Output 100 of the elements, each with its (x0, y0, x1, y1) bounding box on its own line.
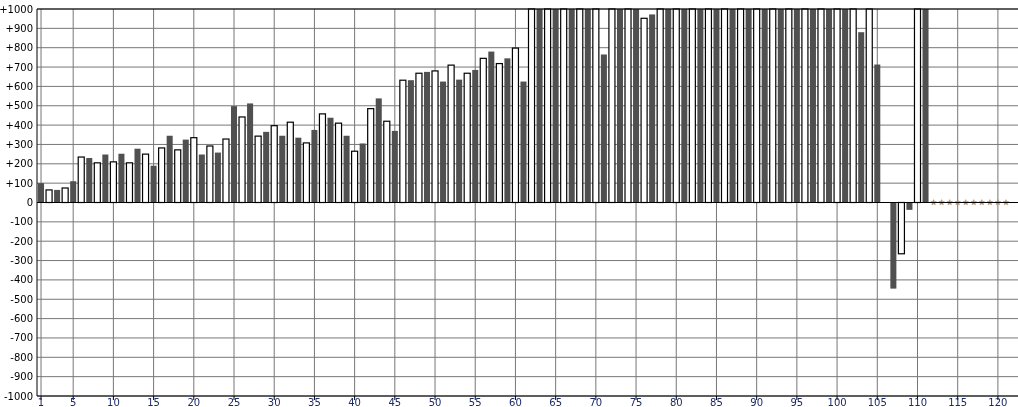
x-tick-label: 55 (468, 397, 482, 407)
bar (295, 137, 302, 203)
x-tick-label: 20 (187, 397, 201, 407)
bar (681, 9, 688, 203)
bar (906, 202, 913, 210)
bar (440, 81, 447, 203)
y-tick-label: +400 (5, 119, 33, 131)
bar (536, 9, 543, 203)
bar (616, 9, 623, 203)
x-tick-label: 15 (147, 397, 160, 407)
bar (600, 54, 607, 203)
x-tick-label: 95 (790, 397, 804, 407)
bar (665, 9, 672, 203)
bar (118, 153, 125, 203)
bar (826, 9, 833, 203)
x-tick-label: 80 (669, 397, 683, 407)
bar (86, 158, 93, 203)
bar (874, 64, 881, 203)
y-tick-label: 0 (26, 197, 33, 208)
y-tick-label: +200 (5, 158, 33, 170)
y-tick-label: -200 (10, 235, 33, 247)
bar (745, 9, 752, 203)
x-tick-label: 70 (589, 397, 603, 407)
bar (922, 9, 929, 203)
bar (504, 58, 511, 203)
bar (279, 135, 286, 203)
y-tick-label: +1000 (0, 3, 33, 15)
bar (729, 9, 736, 203)
y-tick-label: -500 (10, 293, 33, 305)
x-tick-label: 10 (107, 397, 120, 407)
x-tick-label: 50 (428, 397, 442, 407)
x-tick-label: 100 (827, 397, 847, 407)
bar (777, 9, 784, 203)
y-tick-label: -100 (10, 216, 33, 228)
bar (407, 80, 414, 203)
y-tick-label: +300 (5, 138, 33, 150)
bar (809, 9, 816, 203)
x-tick-label: 110 (907, 397, 928, 407)
x-tick-label: 40 (348, 397, 361, 407)
bar (150, 165, 157, 203)
y-tick-label: -800 (10, 351, 33, 363)
bar (761, 9, 768, 203)
bar (890, 202, 897, 289)
bar (520, 81, 527, 203)
y-tick-label: -700 (10, 332, 33, 344)
x-tick-label: 35 (308, 397, 321, 407)
y-tick-label: +100 (5, 177, 33, 189)
bar (568, 9, 575, 203)
bar (327, 117, 334, 203)
bar (842, 9, 849, 203)
bar (697, 9, 704, 203)
y-tick-label: -600 (10, 313, 33, 325)
y-tick-label: -900 (10, 371, 33, 383)
y-tick-label: +700 (5, 61, 33, 73)
bar (102, 154, 109, 203)
x-tick-label: 75 (629, 397, 643, 407)
bar (54, 189, 61, 203)
bar (230, 106, 238, 203)
x-tick-label: 85 (710, 397, 723, 407)
x-tick-label: 60 (509, 397, 522, 407)
bar (391, 130, 398, 203)
y-tick-label: +500 (5, 100, 33, 112)
x-tick-label: 30 (267, 397, 281, 407)
x-tick-label: 90 (750, 397, 764, 407)
bar (198, 154, 205, 203)
bar (633, 9, 640, 203)
bar (343, 135, 350, 203)
y-tick-label: -300 (10, 255, 33, 267)
x-tick-label: 115 (948, 397, 968, 407)
bar (263, 131, 270, 203)
bar (134, 148, 141, 203)
bar (472, 69, 479, 203)
x-tick-label: 120 (988, 397, 1008, 407)
bar (214, 152, 221, 203)
x-tick-label: 45 (388, 397, 402, 407)
bar (584, 9, 591, 203)
bar (375, 98, 382, 203)
bar (456, 79, 463, 203)
x-tick-label: 65 (549, 397, 563, 407)
bar (38, 183, 45, 203)
y-tick-label: +900 (5, 22, 33, 34)
bar (311, 129, 318, 203)
bar (858, 32, 865, 203)
y-tick-label: -400 (10, 274, 33, 286)
bar (423, 71, 430, 203)
bar (182, 139, 189, 203)
x-tick-label: 105 (867, 397, 887, 407)
bar (713, 9, 720, 203)
bar (166, 135, 173, 203)
bar (552, 9, 559, 203)
y-tick-label: +600 (5, 80, 33, 92)
bar (793, 9, 800, 203)
y-tick-label: -1000 (3, 390, 33, 402)
bar (488, 51, 495, 203)
x-tick-label: 5 (70, 397, 77, 407)
bar (359, 143, 366, 203)
bar (649, 14, 656, 203)
y-tick-label: +800 (5, 42, 33, 54)
bar (247, 103, 254, 203)
x-tick-label: 25 (227, 397, 241, 407)
